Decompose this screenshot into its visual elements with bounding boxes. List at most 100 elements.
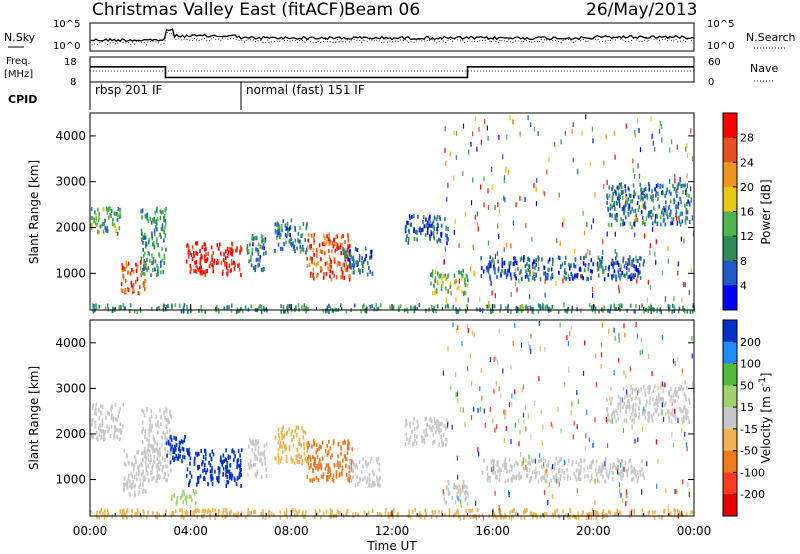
echo-cell (108, 206, 110, 211)
echo-cell (286, 515, 289, 520)
echo-cell (114, 224, 116, 229)
echo-cell (604, 465, 607, 470)
echo-cell (378, 483, 381, 488)
echo-cell (160, 415, 162, 420)
echo-cell (259, 255, 262, 260)
echo-cell (496, 474, 498, 480)
echo-cell (532, 265, 534, 270)
echo-cell (626, 200, 628, 205)
echo-cell (473, 406, 475, 412)
echo-cell (623, 323, 625, 329)
echo-cell (655, 396, 658, 400)
echo-cell (356, 248, 359, 253)
echo-cell (335, 470, 338, 475)
echo-cell (601, 266, 604, 271)
echo-cell (277, 460, 280, 465)
echo-cell (674, 361, 676, 367)
echo-cell (289, 233, 291, 237)
echo-cell (295, 305, 297, 310)
echo-cell (416, 237, 418, 242)
echo-cell (579, 266, 581, 271)
echo-cell (143, 259, 145, 263)
echo-cell (134, 490, 136, 495)
echo-cell (465, 509, 467, 513)
echo-cell (329, 446, 332, 451)
echo-cell (331, 453, 333, 458)
echo-cell (639, 472, 642, 477)
echo-cell (265, 442, 268, 447)
echo-cell (611, 411, 614, 416)
echo-cell (486, 125, 488, 131)
echo-cell (288, 444, 291, 449)
echo-cell (145, 235, 147, 240)
echo-cell (437, 304, 439, 309)
echo-cell (149, 259, 151, 263)
echo-cell (631, 263, 633, 267)
echo-cell (153, 217, 156, 221)
echo-cell (111, 413, 113, 418)
echo-cell (177, 453, 180, 458)
echo-cell (512, 220, 514, 226)
echo-cell (349, 253, 352, 258)
echo-cell (132, 269, 135, 274)
echo-cell (429, 234, 431, 239)
echo-cell (211, 466, 213, 471)
echo-cell (676, 144, 678, 150)
echo-cell (651, 414, 653, 419)
y-tick-label: 1000 (55, 266, 86, 280)
echo-cell (671, 432, 673, 438)
echo-cell (674, 408, 676, 414)
echo-cell (319, 457, 321, 462)
echo-cell (464, 277, 466, 282)
echo-cell (344, 440, 346, 445)
echo-cell (545, 478, 547, 483)
echo-cell (140, 270, 143, 275)
echo-cell (483, 408, 485, 414)
echo-cell (313, 236, 315, 241)
echo-cell (629, 210, 632, 215)
echo-cell (155, 224, 157, 229)
echo-cell (631, 397, 633, 402)
echo-cell (137, 291, 140, 295)
echo-cell (237, 458, 239, 463)
echo-cell (483, 515, 485, 521)
echo-cell (457, 474, 459, 480)
echo-cell (509, 272, 512, 277)
echo-cell (617, 469, 619, 475)
echo-cell (685, 210, 688, 215)
echo-cell (110, 416, 113, 420)
echo-cell (559, 477, 561, 482)
echo-cell (209, 453, 211, 458)
echo-cell (276, 222, 278, 227)
echo-cell (631, 424, 633, 430)
echo-cell (498, 328, 500, 334)
echo-cell (212, 265, 214, 269)
echo-cell (583, 256, 586, 261)
echo-cell (255, 442, 257, 447)
echo-cell (157, 424, 160, 429)
echo-cell (657, 403, 659, 408)
echo-cell (96, 222, 98, 227)
echo-cell (349, 274, 351, 279)
echo-cell (674, 508, 677, 513)
echo-cell (480, 184, 482, 190)
echo-cell (598, 273, 600, 278)
echo-cell (193, 459, 196, 464)
echo-cell (658, 514, 661, 519)
echo-cell (688, 220, 691, 224)
echo-cell (226, 512, 229, 517)
echo-cell (160, 235, 162, 240)
echo-cell (130, 283, 133, 288)
echo-cell (222, 252, 225, 256)
echo-cell (300, 234, 303, 239)
echo-cell (626, 262, 629, 266)
echo-cell (587, 277, 590, 282)
echo-cell (635, 396, 637, 401)
echo-cell (318, 465, 320, 470)
echo-cell (404, 423, 407, 428)
echo-cell (352, 468, 354, 472)
echo-cell (543, 271, 545, 276)
echo-cell (202, 468, 204, 473)
echo-cell (196, 252, 199, 257)
echo-cell (244, 305, 247, 310)
